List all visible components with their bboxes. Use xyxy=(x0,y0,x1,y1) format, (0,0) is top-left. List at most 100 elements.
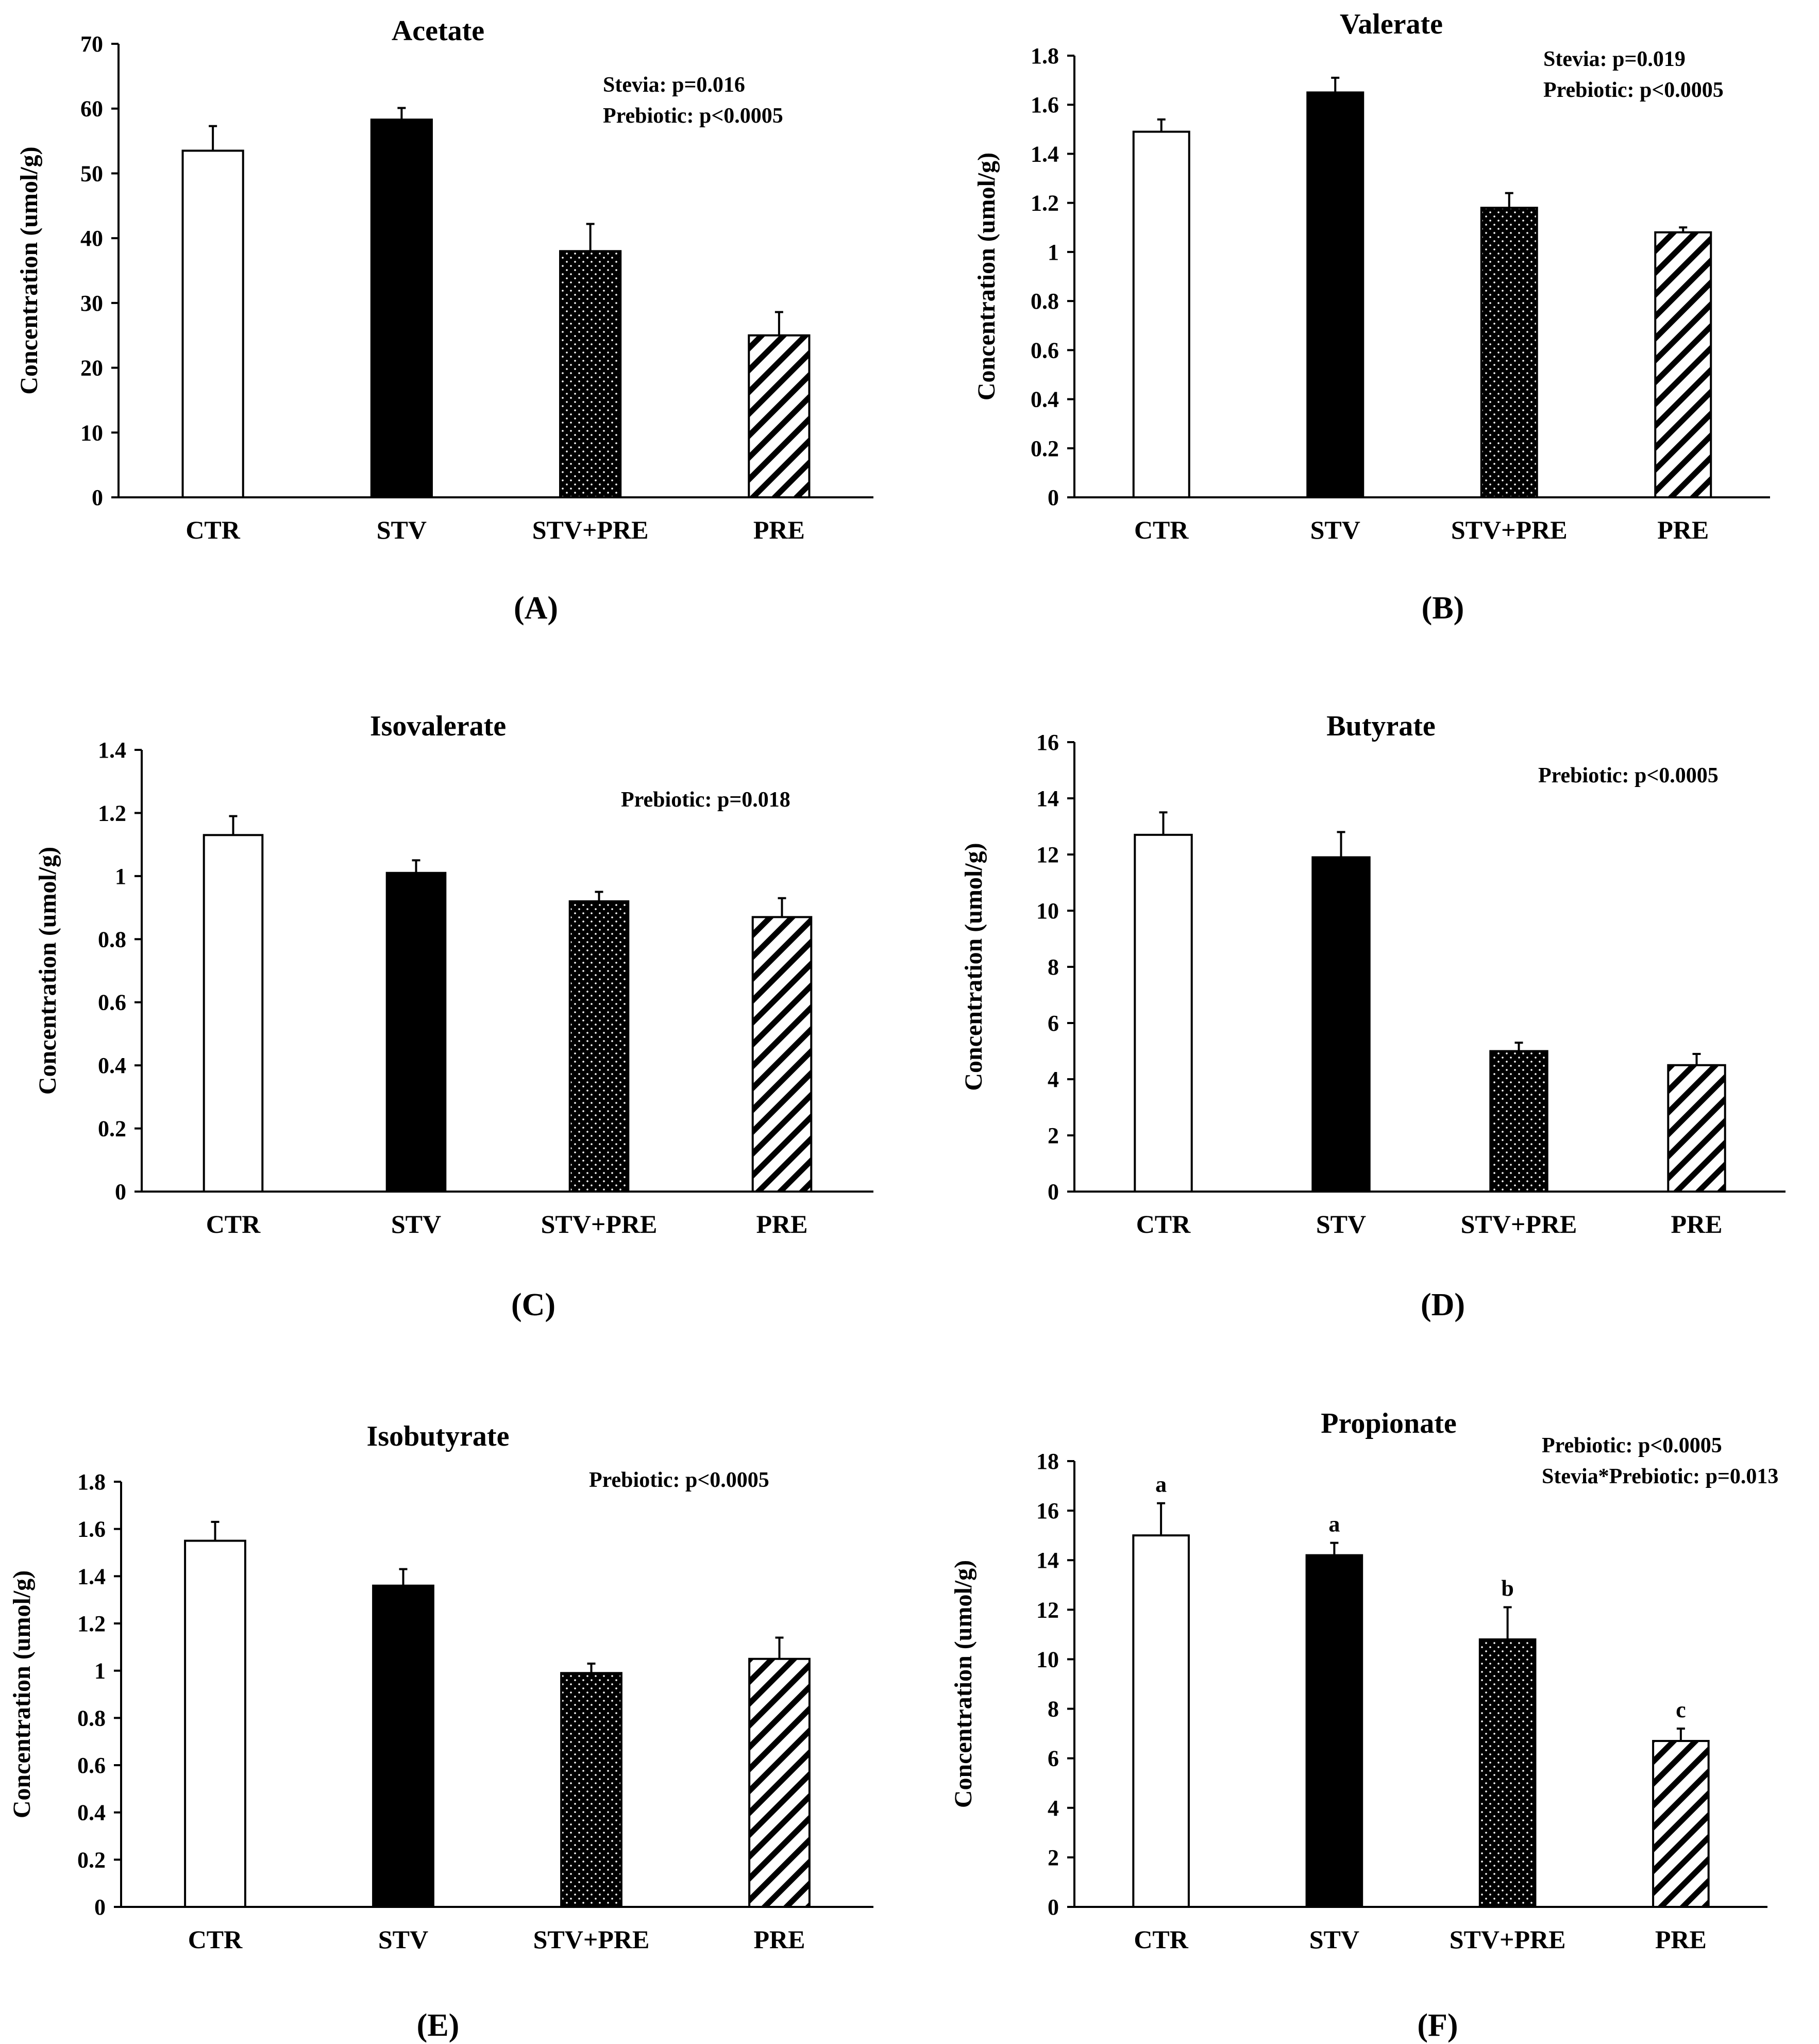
y-tick-label: 1.6 xyxy=(77,1517,106,1542)
stats-annotation: Prebiotic: p<0.0005 xyxy=(589,1468,769,1492)
y-axis-label: Concentration (umol/g) xyxy=(15,146,43,394)
y-tick-label: 1.2 xyxy=(1031,191,1059,216)
x-tick-label: STV+PRE xyxy=(1451,515,1568,544)
y-tick-label: 30 xyxy=(80,291,103,316)
y-axis-label: Concentration (umol/g) xyxy=(950,1560,977,1808)
y-tick-label: 16 xyxy=(1036,1498,1059,1523)
bar-ctr xyxy=(181,149,244,498)
bar-pre xyxy=(751,916,813,1193)
bar-stv xyxy=(370,119,433,499)
bar-stv xyxy=(372,1584,434,1908)
y-tick-label: 1 xyxy=(115,864,126,889)
x-tick-label: CTR xyxy=(1134,515,1189,544)
x-tick-label: STV xyxy=(391,1210,441,1238)
x-tick-label: CTR xyxy=(186,515,240,544)
chart-panel-c: Isovalerate Prebiotic: p=0.018 Concentrati… xyxy=(34,710,873,1322)
x-tick-label: STV+PRE xyxy=(541,1210,658,1238)
y-tick-label: 70 xyxy=(80,31,103,57)
bar-ctr xyxy=(1132,130,1190,499)
x-tick-label: STV+PRE xyxy=(1450,1925,1566,1954)
panel-label: (E) xyxy=(417,2008,460,2043)
y-tick-label: 20 xyxy=(80,356,103,381)
chart-title: Propionate xyxy=(1321,1408,1456,1439)
y-tick-label: 10 xyxy=(1036,1647,1059,1672)
bar-stv xyxy=(1305,1554,1363,1908)
x-tick-label: CTR xyxy=(206,1210,261,1238)
y-tick-label: 1.4 xyxy=(77,1564,106,1589)
x-tick-label: PRE xyxy=(1657,515,1709,544)
y-tick-label: 4 xyxy=(1048,1796,1059,1821)
x-tick-label: STV xyxy=(377,515,427,544)
x-tick-label: PRE xyxy=(753,515,805,544)
y-tick-label: 0 xyxy=(1048,485,1059,510)
y-tick-label: 40 xyxy=(80,226,103,251)
x-tick-label: PRE xyxy=(1671,1210,1723,1238)
y-tick-label: 18 xyxy=(1036,1449,1059,1474)
y-axis-label: Concentration (umol/g) xyxy=(973,153,1000,400)
bar-ctr xyxy=(184,1539,246,1908)
chart-panel-e: Isobutyrate Prebiotic: p<0.0005 Concentrat… xyxy=(8,1420,873,2043)
x-tick-label: STV xyxy=(378,1925,428,1954)
y-tick-label: 0.4 xyxy=(1031,387,1059,412)
panel-label: (B) xyxy=(1422,591,1464,626)
y-tick-label: 0.2 xyxy=(1031,436,1059,461)
y-tick-label: 1.8 xyxy=(1031,43,1059,69)
y-tick-label: 8 xyxy=(1048,1697,1059,1722)
y-tick-label: 16 xyxy=(1036,730,1059,755)
y-tick-label: 1.6 xyxy=(1031,92,1059,118)
x-tick-label: CTR xyxy=(188,1925,243,1954)
bar-pre xyxy=(1667,1064,1726,1193)
y-tick-label: 1 xyxy=(94,1658,106,1684)
y-tick-label: 10 xyxy=(80,420,103,445)
y-tick-label: 0.8 xyxy=(77,1705,106,1731)
y-tick-label: 0 xyxy=(1048,1179,1059,1204)
y-tick-label: 0.8 xyxy=(1031,289,1059,314)
y-tick-label: 1.4 xyxy=(98,738,126,763)
bar-stv xyxy=(1311,856,1371,1193)
x-tick-label: PRE xyxy=(756,1210,808,1238)
chart-title: Acetate xyxy=(392,15,484,47)
stats-annotation: Prebiotic: p<0.0005 xyxy=(603,104,783,128)
panel-label: (A) xyxy=(514,591,558,626)
chart-title: Butyrate xyxy=(1326,710,1436,742)
y-tick-label: 4 xyxy=(1048,1067,1059,1092)
y-tick-label: 0 xyxy=(92,485,103,510)
x-tick-label: STV+PRE xyxy=(532,515,649,544)
y-tick-label: 0.6 xyxy=(98,990,126,1015)
bar-pre xyxy=(1652,1740,1710,1908)
panel-label: (F) xyxy=(1417,2008,1458,2043)
x-tick-label: STV xyxy=(1309,1925,1359,1954)
significance-letter: a xyxy=(1328,1512,1340,1537)
chart-title: Valerate xyxy=(1340,8,1443,40)
bar-stv-pre xyxy=(1489,1050,1548,1193)
y-tick-label: 14 xyxy=(1036,786,1059,811)
y-tick-label: 50 xyxy=(80,161,103,186)
stats-annotation: Stevia: p=0.019 xyxy=(1543,47,1686,71)
panel-label: (C) xyxy=(511,1287,555,1322)
y-tick-label: 0 xyxy=(115,1179,126,1204)
x-tick-label: STV xyxy=(1316,1210,1366,1238)
chart-panel-b: Valerate Stevia: p=0.019 Prebiotic: p<0.00… xyxy=(973,8,1770,626)
x-tick-label: CTR xyxy=(1134,1925,1188,1954)
y-tick-label: 1.4 xyxy=(1031,141,1059,166)
y-tick-label: 0.4 xyxy=(98,1053,126,1078)
bar-stv-pre xyxy=(1480,207,1538,498)
y-tick-label: 8 xyxy=(1048,954,1059,980)
panel-label: (D) xyxy=(1421,1287,1465,1322)
chart-panel-d: Butyrate Prebiotic: p<0.0005 Concentration… xyxy=(960,710,1786,1322)
y-tick-label: 60 xyxy=(80,96,103,122)
significance-letter: b xyxy=(1501,1576,1513,1601)
y-tick-label: 1.2 xyxy=(98,800,126,826)
bar-ctr xyxy=(1134,833,1193,1193)
chart-title: Isovalerate xyxy=(370,710,506,742)
y-tick-label: 0 xyxy=(1048,1895,1059,1920)
bar-ctr xyxy=(203,834,264,1193)
bar-stv xyxy=(385,872,447,1193)
x-tick-label: PRE xyxy=(754,1925,805,1954)
stats-annotation: Prebiotic: p<0.0005 xyxy=(1542,1434,1722,1457)
y-tick-label: 10 xyxy=(1036,898,1059,924)
y-tick-label: 2 xyxy=(1048,1845,1059,1870)
y-tick-label: 6 xyxy=(1048,1011,1059,1036)
x-tick-label: STV xyxy=(1310,515,1360,544)
